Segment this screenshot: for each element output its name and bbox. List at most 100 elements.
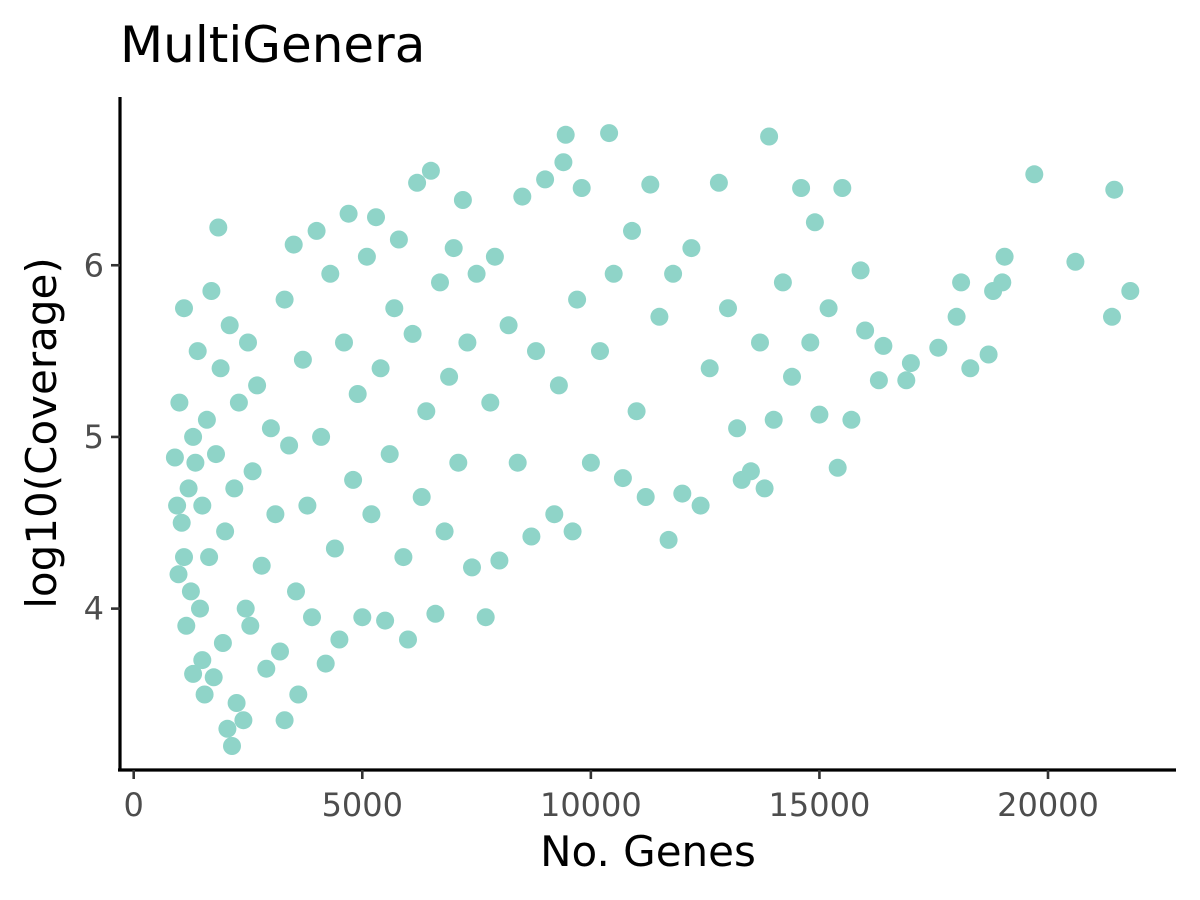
data-point xyxy=(193,651,212,670)
data-point xyxy=(700,359,719,378)
data-point xyxy=(362,505,381,524)
data-point xyxy=(275,290,294,309)
data-point xyxy=(211,359,230,378)
data-point xyxy=(353,608,372,627)
data-point xyxy=(499,316,518,335)
data-point xyxy=(202,282,221,300)
x-axis-ticks: 0 5000 10000 15000 20000 xyxy=(124,770,1099,824)
data-point xyxy=(200,548,219,567)
data-point xyxy=(513,187,532,206)
data-point xyxy=(417,402,436,421)
data-point xyxy=(563,522,582,541)
data-point xyxy=(627,402,646,421)
data-point xyxy=(874,336,893,355)
data-point xyxy=(385,299,404,318)
data-point xyxy=(175,548,193,567)
data-point xyxy=(659,530,678,549)
data-point xyxy=(741,462,760,481)
data-point xyxy=(600,124,619,143)
data-point xyxy=(545,505,564,524)
data-point xyxy=(188,342,207,361)
data-point xyxy=(169,565,188,584)
data-point xyxy=(856,321,875,340)
data-point xyxy=(522,527,541,546)
data-point xyxy=(650,307,669,326)
x-tick-label: 15000 xyxy=(769,786,871,824)
data-point xyxy=(476,608,495,627)
data-point xyxy=(225,479,244,498)
data-point xyxy=(783,367,801,386)
data-point xyxy=(549,376,568,395)
data-point xyxy=(293,350,312,369)
data-point xyxy=(440,367,459,386)
data-point xyxy=(426,604,445,623)
x-tick-label: 10000 xyxy=(540,786,642,824)
data-point xyxy=(168,496,187,515)
data-point xyxy=(995,247,1014,266)
data-point xyxy=(184,664,203,683)
data-point xyxy=(833,179,852,197)
data-point xyxy=(554,153,573,172)
data-point xyxy=(271,642,289,661)
data-point xyxy=(181,582,200,601)
data-point xyxy=(399,630,417,649)
data-point xyxy=(449,453,468,472)
data-point xyxy=(371,359,390,378)
data-point xyxy=(223,737,241,755)
data-point xyxy=(556,125,575,144)
data-point xyxy=(961,359,980,378)
data-point xyxy=(751,333,769,352)
x-tick-label: 0 xyxy=(124,786,144,824)
data-point xyxy=(673,484,692,503)
data-point xyxy=(204,668,223,687)
data-point xyxy=(508,453,527,472)
data-point xyxy=(842,410,861,429)
data-point xyxy=(165,448,184,467)
x-tick-label: 5000 xyxy=(322,786,403,824)
data-point xyxy=(236,599,255,618)
data-point xyxy=(380,445,399,464)
data-point xyxy=(536,170,555,189)
data-point xyxy=(218,719,237,738)
data-point xyxy=(216,522,235,541)
data-point xyxy=(298,496,317,515)
data-point xyxy=(760,127,779,146)
data-point xyxy=(636,488,655,506)
data-point xyxy=(851,261,870,280)
data-point xyxy=(604,264,623,283)
data-point xyxy=(764,410,783,429)
data-point xyxy=(243,462,262,481)
data-point xyxy=(209,218,228,237)
data-point xyxy=(177,616,196,635)
data-point xyxy=(568,290,587,309)
data-point xyxy=(339,204,358,223)
data-point xyxy=(229,393,248,412)
data-point xyxy=(344,470,363,489)
data-point xyxy=(207,445,225,464)
data-point xyxy=(792,179,811,197)
data-point xyxy=(287,582,305,601)
data-point xyxy=(421,161,440,180)
data-point xyxy=(453,191,472,209)
data-point xyxy=(952,273,971,292)
data-point xyxy=(307,221,326,240)
data-point xyxy=(755,479,774,498)
data-point xyxy=(444,239,463,258)
data-point xyxy=(170,393,189,412)
data-point xyxy=(357,247,376,266)
data-point xyxy=(719,299,737,318)
data-point xyxy=(403,324,422,343)
data-point xyxy=(435,522,454,541)
data-point xyxy=(220,316,239,335)
data-point xyxy=(805,213,824,232)
data-point xyxy=(897,371,916,390)
data-point xyxy=(467,264,486,283)
data-point xyxy=(463,558,481,577)
data-point xyxy=(266,505,285,524)
data-point xyxy=(929,338,948,357)
data-point xyxy=(1105,180,1124,199)
data-point xyxy=(828,458,847,477)
x-axis-title: No. Genes xyxy=(540,827,756,876)
y-tick-label: 5 xyxy=(84,418,104,456)
data-point xyxy=(591,342,609,361)
